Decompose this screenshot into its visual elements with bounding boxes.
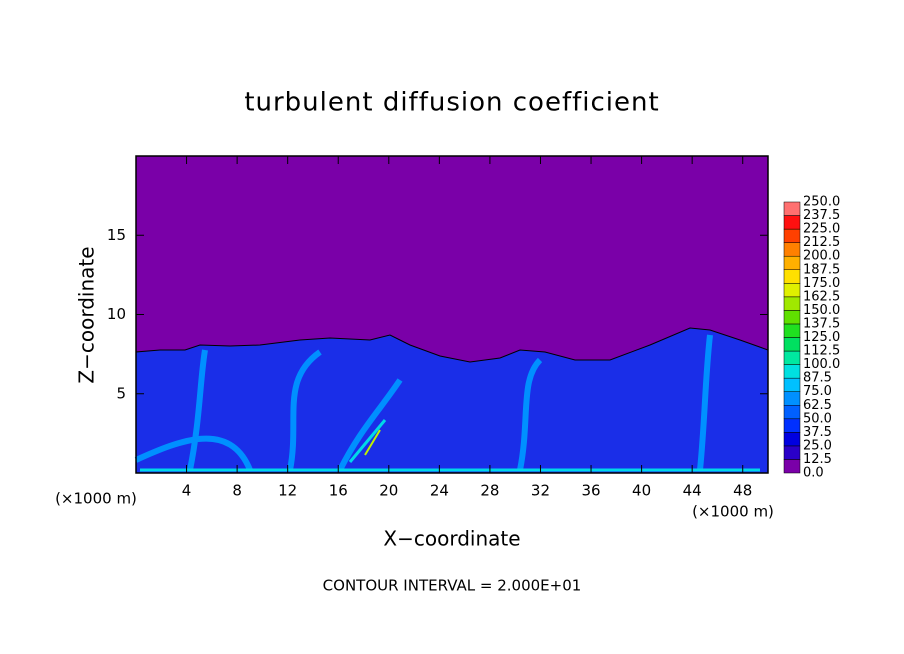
y-tick-label: 15 (107, 226, 126, 244)
colorbar-label: 187.5 (803, 262, 840, 277)
x-tick-label: 4 (182, 482, 192, 500)
chart-title: turbulent diffusion coefficient (244, 88, 659, 118)
y-tick-label: 5 (116, 384, 126, 402)
x-axis-label: X−coordinate (383, 527, 520, 551)
colorbar-label: 137.5 (803, 316, 840, 331)
colorbar-label: 12.5 (803, 452, 832, 467)
colorbar-label: 212.5 (803, 235, 840, 250)
colorbar-label: 200.0 (803, 249, 840, 264)
colorbar-label: 37.5 (803, 425, 832, 440)
colorbar-cell (783, 242, 801, 257)
colorbar-cell (783, 350, 801, 365)
colorbar-cell (783, 283, 801, 298)
annotation: CONTOUR INTERVAL = 2.000E+01 (323, 577, 582, 595)
colorbar-cell (783, 255, 801, 271)
colorbar-label: 125.0 (803, 330, 840, 345)
colorbar-label: 250.0 (803, 195, 840, 210)
x-tick-label: 8 (232, 482, 242, 500)
colorbar-label: 237.5 (803, 208, 840, 223)
colorbar-cell (783, 337, 801, 352)
x-tick-label: 48 (733, 482, 752, 500)
colorbar-cell (783, 445, 801, 460)
y-axis-label: Z−coordinate (75, 246, 99, 383)
x-unit-label: (×1000 m) (55, 490, 137, 508)
contour-band (364, 429, 381, 456)
colorbar-cell (783, 228, 801, 243)
colorbar-cell (783, 418, 801, 433)
x-tick-label: 24 (430, 482, 449, 500)
colorbar-cell (783, 310, 801, 325)
colorbar-label: 225.0 (803, 222, 840, 237)
colorbar-cell (783, 296, 801, 311)
colorbar-label: 0.0 (803, 466, 824, 481)
colorbar-label: 162.5 (803, 289, 840, 304)
colorbar-cell (783, 269, 801, 284)
colorbar-label: 175.0 (803, 276, 840, 291)
y-tick-label: 10 (107, 305, 126, 323)
colorbar-cell (783, 459, 801, 474)
colorbar-cell (783, 405, 801, 420)
x-tick-label: 40 (632, 482, 651, 500)
field (134, 156, 769, 474)
colorbar-cell (783, 201, 801, 216)
colorbar-cell (783, 391, 801, 406)
colorbar-label: 100.0 (803, 357, 840, 372)
contour-band (134, 334, 713, 472)
colorbar-cell (783, 364, 801, 379)
x-tick-label: 36 (581, 482, 600, 500)
colorbar-cell (783, 323, 801, 338)
colorbar-label: 87.5 (803, 371, 832, 386)
x-tick-label: 28 (480, 482, 499, 500)
colorbar-label: 25.0 (803, 438, 832, 453)
colorbar-cell (783, 432, 801, 447)
x-tick-label: 32 (531, 482, 550, 500)
colorbar-label: 150.0 (803, 303, 840, 318)
x-tick-label: 16 (329, 482, 348, 500)
colorbar-cell (783, 377, 801, 392)
colorbar-label: 75.0 (803, 384, 832, 399)
colorbar-cell (783, 215, 801, 230)
colorbar-label: 62.5 (803, 398, 832, 413)
colorbar-label: 112.5 (803, 344, 840, 359)
contour-band (140, 419, 760, 472)
x-tick-label: 44 (683, 482, 702, 500)
colorbar-label: 50.0 (803, 411, 832, 426)
x-unit-label: (×1000 m) (692, 503, 774, 521)
x-tick-label: 20 (379, 482, 398, 500)
x-tick-label: 12 (278, 482, 297, 500)
